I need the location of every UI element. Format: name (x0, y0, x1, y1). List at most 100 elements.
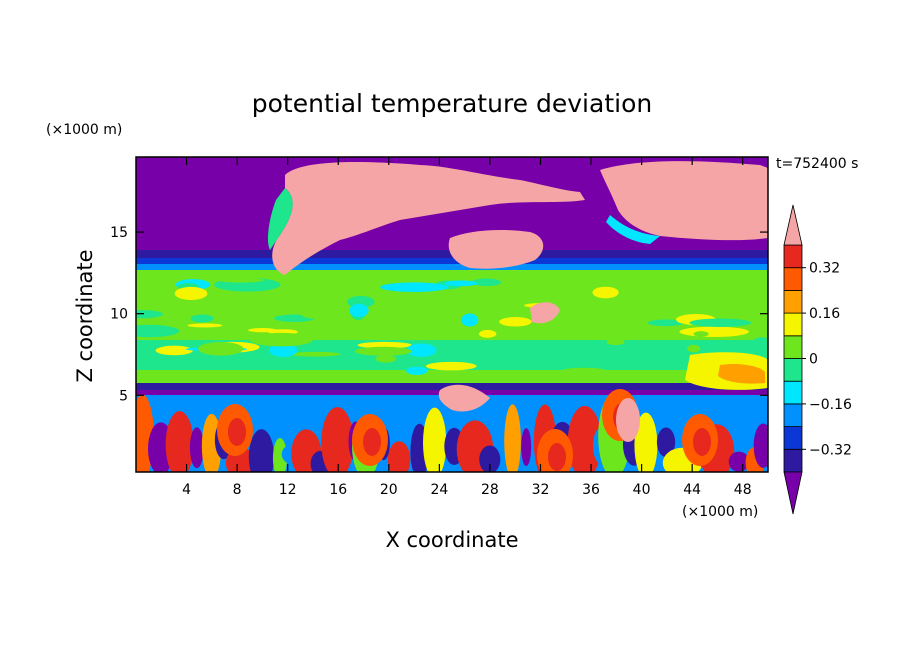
field-patch (425, 361, 477, 371)
field-plume (201, 413, 222, 472)
field-patch (380, 282, 449, 292)
plot-frame (135, 156, 769, 473)
field-plume (567, 405, 602, 472)
field-band-upper-cyan (136, 264, 768, 272)
colorbar-tick-label: −0.32 (809, 442, 852, 458)
colorbar-box (783, 358, 803, 382)
colorbar-box (783, 335, 803, 359)
field-patch-orange (718, 363, 765, 384)
field-plume (321, 407, 354, 472)
field-patch (499, 317, 532, 327)
colorbar-box (783, 380, 803, 405)
field-plume (504, 404, 521, 472)
y-axis-unit: (×1000 m) (46, 122, 122, 138)
colorbar-tick-label: 0.16 (809, 306, 840, 322)
x-tick-label: 36 (582, 482, 600, 498)
field-downdraft (189, 427, 204, 469)
field-patch (437, 330, 455, 337)
field-patch (349, 303, 369, 318)
field-patch (268, 343, 298, 357)
field-cloud-upper-left (272, 162, 585, 275)
field-pink-core (616, 398, 640, 442)
x-tick-label: 28 (481, 482, 499, 498)
field-patch (357, 341, 412, 349)
field-patch (198, 341, 244, 356)
field-plume (272, 437, 287, 472)
colorbar-max-triangle (783, 204, 803, 246)
colorbar-box (783, 426, 803, 450)
field-patch (136, 309, 163, 319)
field-patch (187, 323, 223, 328)
field-patch (375, 355, 397, 363)
field-patch (560, 367, 608, 376)
field-patch (622, 342, 649, 353)
field-warm-core-inner (228, 418, 246, 446)
field-downdraft (521, 428, 532, 467)
field-patch (584, 325, 627, 336)
colorbar: 0.32 0.16 0 −0.16 −0.32 (783, 204, 852, 515)
y-axis-label: Z coordinate (73, 249, 97, 382)
field-plume (165, 411, 194, 472)
field-patch (271, 356, 292, 362)
colorbar-tick-label: 0 (809, 352, 818, 368)
field-cloud-edge (267, 188, 293, 250)
x-tick-label: 40 (633, 482, 651, 498)
field-cloud-low (438, 384, 490, 412)
field-patch (136, 324, 180, 338)
colorbar-box (783, 244, 803, 269)
field-patch (647, 319, 685, 327)
colorbar-tick-label: 0.32 (809, 261, 840, 277)
field-warm-core-inner (548, 443, 566, 471)
field-cloud-small (530, 302, 560, 324)
colorbar-box (783, 448, 803, 473)
field-patch (190, 314, 214, 323)
field-patch (406, 343, 437, 357)
colorbar-box (783, 312, 803, 337)
x-tick-label: 20 (380, 482, 398, 498)
field-patch (354, 346, 412, 356)
field-patch (461, 313, 479, 327)
field-patch (155, 345, 193, 356)
field-patch (606, 338, 625, 346)
colorbar-min-triangle (783, 471, 803, 515)
colorbar-box (783, 289, 803, 314)
field-patch (216, 277, 264, 283)
field-patch (478, 329, 497, 338)
field-plume (423, 407, 447, 472)
field-plume (387, 441, 411, 472)
x-tick-label: 44 (683, 482, 701, 498)
x-tick-label: 12 (279, 482, 297, 498)
colorbar-box (783, 403, 803, 427)
field-patch (679, 326, 749, 337)
field-plume (634, 412, 658, 472)
field-patch (721, 306, 758, 316)
time-label: t=752400 s (776, 156, 858, 172)
field-cloud-mid (448, 230, 544, 269)
x-tick-label: 8 (233, 482, 242, 498)
x-axis-unit: (×1000 m) (682, 504, 758, 520)
x-tick-label: 16 (329, 482, 347, 498)
field-warm-core-inner (363, 428, 381, 456)
field-band-upper-blue (136, 258, 768, 266)
field-patch (291, 351, 341, 357)
field-cloud-edge (606, 215, 660, 244)
field-patch (687, 344, 701, 353)
chart-title: potential temperature deviation (252, 89, 652, 118)
x-tick-label: 48 (734, 482, 752, 498)
x-axis-label: X coordinate (385, 528, 518, 552)
field-downdraft (479, 445, 501, 472)
y-axis: 5 10 15 (110, 225, 768, 404)
field-downdraft (728, 451, 750, 472)
y-tick-label: 15 (110, 225, 128, 241)
colorbar-box (783, 267, 803, 291)
field-patch (249, 332, 313, 347)
field-downdraft (753, 423, 768, 468)
field-patch (174, 286, 208, 301)
field-patch (300, 307, 325, 319)
field-patch (752, 337, 768, 348)
field-warm-core-inner (693, 428, 711, 456)
field-patch (471, 278, 502, 287)
y-tick-label: 10 (110, 307, 128, 323)
x-tick-label: 4 (182, 482, 191, 498)
